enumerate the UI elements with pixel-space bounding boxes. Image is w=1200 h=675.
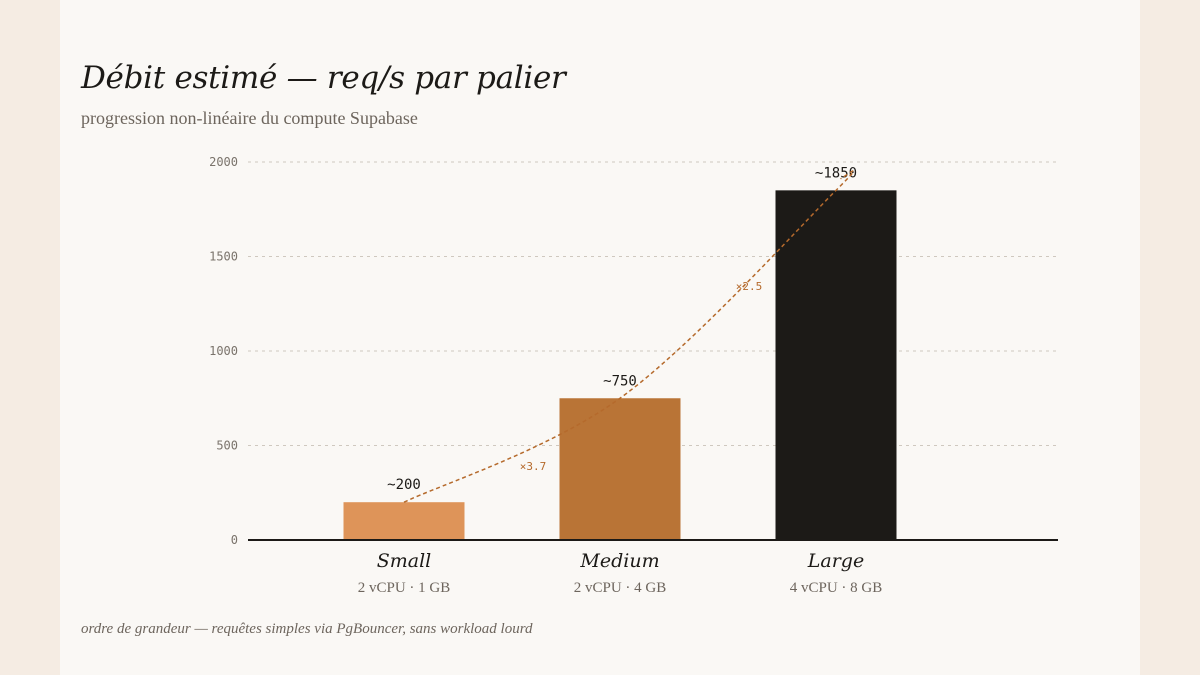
bar-value-label: ~1850 xyxy=(815,165,857,181)
ratio-annotation: ×2.5 xyxy=(736,280,763,293)
y-tick-label: 2000 xyxy=(209,155,238,169)
chart-subtitle: progression non-linéaire du compute Supa… xyxy=(81,108,418,128)
y-tick-label: 1000 xyxy=(209,344,238,358)
y-tick-label: 0 xyxy=(231,533,238,547)
bar-value-label: ~750 xyxy=(603,373,637,389)
bar-value-label: ~200 xyxy=(387,477,421,493)
category-spec-label: 4 vCPU · 8 GB xyxy=(790,580,883,596)
category-label: Large xyxy=(807,550,864,572)
category-label: Medium xyxy=(579,550,659,572)
category-spec-label: 2 vCPU · 4 GB xyxy=(574,580,667,596)
category-spec-label: 2 vCPU · 1 GB xyxy=(358,580,451,596)
category-label: Small xyxy=(377,550,432,572)
trend-curve xyxy=(403,170,855,503)
chart-footnote: ordre de grandeur — requêtes simples via… xyxy=(81,621,533,637)
chart-card xyxy=(60,0,1140,675)
bar xyxy=(775,190,897,540)
y-tick-label: 500 xyxy=(216,439,238,453)
bar xyxy=(343,502,465,540)
y-tick-label: 1500 xyxy=(209,250,238,264)
ratio-annotation: ×3.7 xyxy=(520,460,547,473)
chart-title: Débit estimé — req/s par palier xyxy=(81,60,566,96)
bar xyxy=(559,398,681,540)
